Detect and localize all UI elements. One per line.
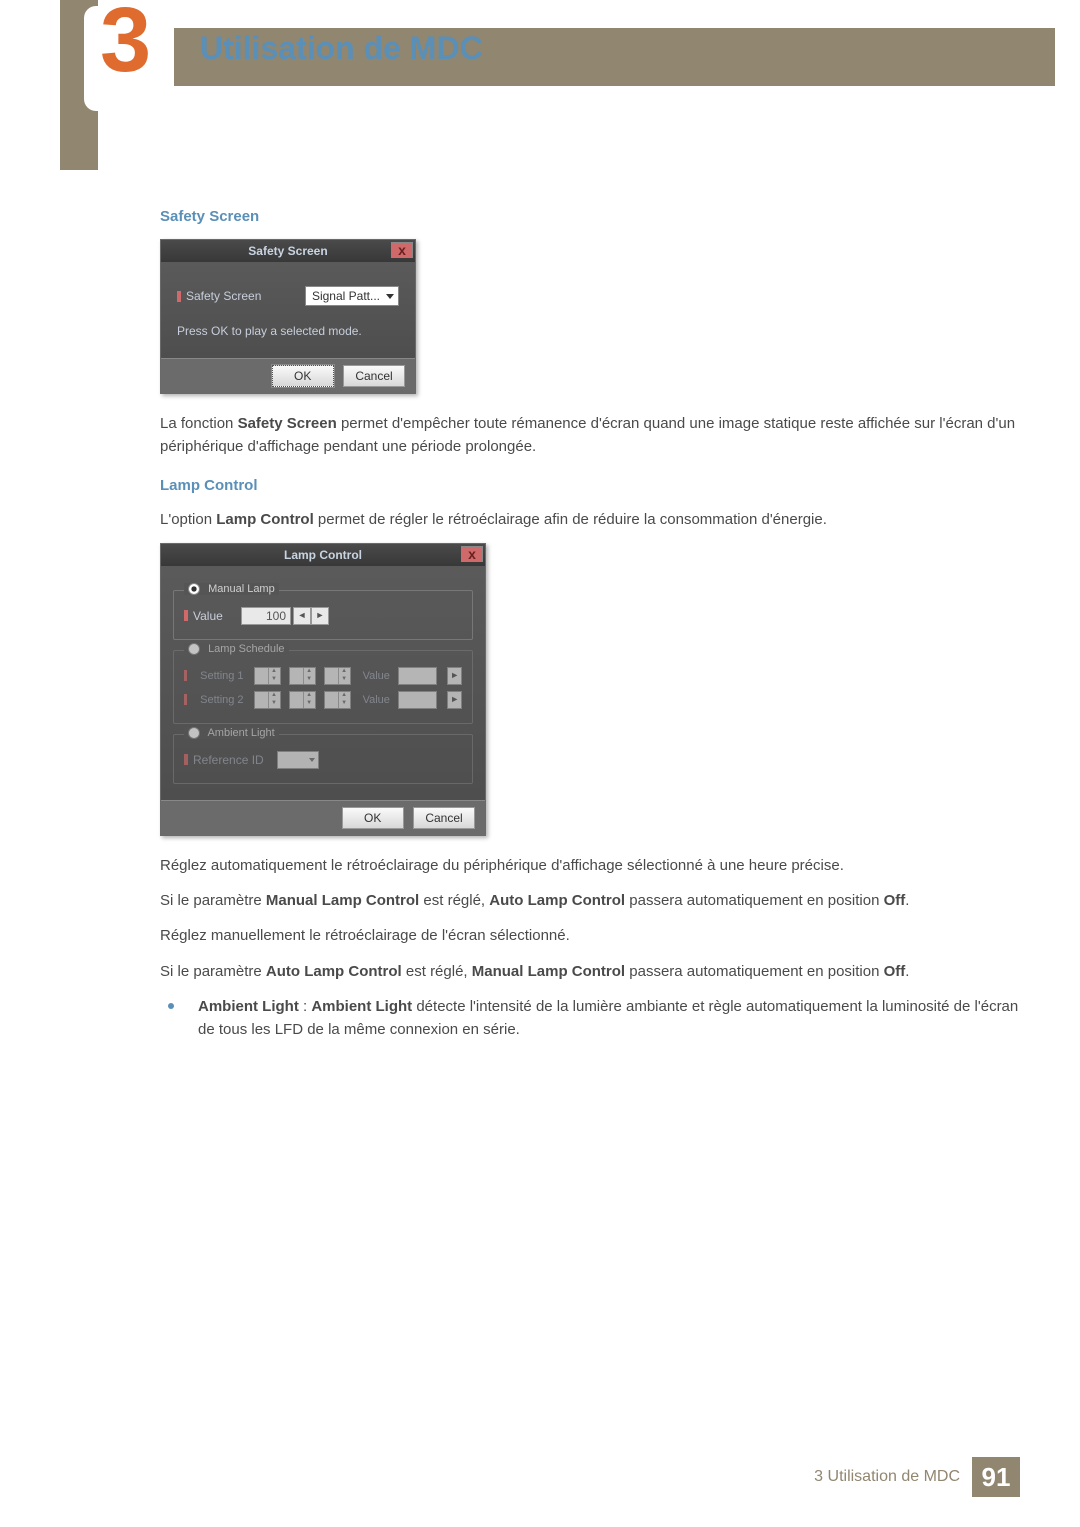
bold-text: Manual Lamp Control (266, 892, 419, 909)
bullet-text: Ambient Light : Ambient Light détecte l'… (198, 995, 1020, 1042)
value-input[interactable] (398, 667, 438, 685)
safety-screen-label: Safety Screen (186, 289, 305, 303)
spinner[interactable]: ▲▼ (324, 667, 351, 685)
lamp-p1: Réglez automatiquement le rétroéclairage… (160, 854, 1020, 877)
text: : (299, 998, 312, 1015)
dialog-body: Safety Screen Signal Patt... Press OK to… (161, 262, 415, 358)
cancel-button[interactable]: Cancel (413, 807, 475, 829)
spinner[interactable]: ▲▼ (254, 667, 281, 685)
chevron-down-icon (309, 758, 315, 762)
lamp-p4: Si le paramètre Auto Lamp Control est ré… (160, 960, 1020, 983)
lamp-p3: Réglez manuellement le rétroéclairage de… (160, 924, 1020, 947)
ambient-light-group: Ambient Light Reference ID (173, 734, 473, 784)
dialog-titlebar: Safety Screen x (161, 240, 415, 262)
heading-safety-screen: Safety Screen (160, 208, 1020, 225)
setting2-label: Setting 2 (200, 694, 245, 706)
chevron-down-icon (386, 294, 394, 299)
text: Si le paramètre (160, 963, 266, 980)
lamp-schedule-group: Lamp Schedule Setting 1 ▲▼ ▲▼ ▲▼ Value ►… (173, 650, 473, 724)
label-bar-icon (184, 754, 188, 765)
bold-text: Ambient Light (198, 998, 299, 1015)
bold-text: Ambient Light (311, 998, 412, 1015)
dialog-title: Lamp Control (284, 548, 362, 562)
group-label: Lamp Schedule (208, 643, 284, 655)
reference-id-select[interactable] (277, 751, 319, 769)
dialog-titlebar: Lamp Control x (161, 544, 485, 566)
text: Si le paramètre (160, 892, 266, 909)
safety-screen-dialog: Safety Screen x Safety Screen Signal Pat… (160, 239, 416, 394)
heading-lamp-control: Lamp Control (160, 477, 1020, 494)
text: passera automatiquement en position (625, 892, 884, 909)
value-input[interactable] (398, 691, 438, 709)
chapter-number: 3 (100, 0, 151, 86)
value-label: Value (363, 670, 390, 682)
arrow-right-icon[interactable]: ► (447, 667, 462, 685)
ambient-light-radio[interactable]: Ambient Light (184, 727, 279, 739)
manual-lamp-group: Manual Lamp Value 100 ◄ ► (173, 590, 473, 640)
dialog-buttons: OK Cancel (161, 358, 415, 393)
reference-id-label: Reference ID (193, 753, 277, 767)
page-title: Utilisation de MDC (200, 30, 483, 67)
bold-text: Auto Lamp Control (489, 892, 625, 909)
lamp-control-dialog: Lamp Control x Manual Lamp Value 100 ◄ ►… (160, 543, 486, 836)
sidebar-strip (0, 0, 98, 1527)
dialog-title: Safety Screen (248, 244, 327, 258)
arrow-left-icon[interactable]: ◄ (293, 607, 311, 625)
label-bar-icon (184, 694, 187, 705)
value-label: Value (363, 694, 390, 706)
text: passera automatiquement en position (625, 963, 884, 980)
safety-paragraph: La fonction Safety Screen permet d'empêc… (160, 412, 1020, 459)
bold-text: Safety Screen (238, 415, 337, 432)
close-icon[interactable]: x (461, 546, 483, 562)
bullet-icon (168, 1003, 174, 1009)
label-bar-icon (177, 291, 181, 302)
lamp-schedule-radio[interactable]: Lamp Schedule (184, 643, 289, 655)
arrow-right-icon[interactable]: ► (447, 691, 462, 709)
page-number: 91 (972, 1457, 1020, 1497)
lamp-p2: Si le paramètre Manual Lamp Control est … (160, 889, 1020, 912)
text: La fonction (160, 415, 238, 432)
group-label: Manual Lamp (208, 583, 275, 595)
text: permet de régler le rétroéclairage afin … (314, 511, 827, 528)
footer: 3 Utilisation de MDC 91 (814, 1457, 1020, 1497)
text: L'option (160, 511, 216, 528)
hint-text: Press OK to play a selected mode. (177, 324, 399, 338)
text: . (905, 892, 909, 909)
select-value: Signal Patt... (312, 289, 380, 303)
spinner[interactable]: ▲▼ (254, 691, 281, 709)
close-icon[interactable]: x (391, 242, 413, 258)
group-label: Ambient Light (207, 727, 274, 739)
footer-text: 3 Utilisation de MDC (814, 1468, 960, 1486)
ok-button[interactable]: OK (272, 365, 334, 387)
arrow-right-icon[interactable]: ► (311, 607, 329, 625)
bullet-item: Ambient Light : Ambient Light détecte l'… (160, 995, 1020, 1042)
lamp-intro: L'option Lamp Control permet de régler l… (160, 508, 1020, 531)
spinner[interactable]: ▲▼ (289, 667, 316, 685)
text: est réglé, (419, 892, 489, 909)
text: est réglé, (402, 963, 472, 980)
ok-button[interactable]: OK (342, 807, 404, 829)
bold-text: Off (884, 892, 906, 909)
value-input[interactable]: 100 (241, 607, 291, 625)
cancel-button[interactable]: Cancel (343, 365, 405, 387)
dialog-buttons: OK Cancel (161, 800, 485, 835)
manual-lamp-radio[interactable]: Manual Lamp (184, 583, 279, 595)
content: Safety Screen Safety Screen x Safety Scr… (160, 190, 1020, 1041)
bold-text: Manual Lamp Control (472, 963, 625, 980)
bold-text: Lamp Control (216, 511, 314, 528)
setting1-label: Setting 1 (200, 670, 245, 682)
label-bar-icon (184, 670, 187, 681)
bold-text: Off (884, 963, 906, 980)
label-bar-icon (184, 610, 188, 621)
text: . (905, 963, 909, 980)
dialog-body: Manual Lamp Value 100 ◄ ► Lamp Schedule … (161, 566, 485, 800)
safety-screen-select[interactable]: Signal Patt... (305, 286, 399, 306)
spinner[interactable]: ▲▼ (324, 691, 351, 709)
value-label: Value (193, 609, 241, 623)
bold-text: Auto Lamp Control (266, 963, 402, 980)
spinner[interactable]: ▲▼ (289, 691, 316, 709)
